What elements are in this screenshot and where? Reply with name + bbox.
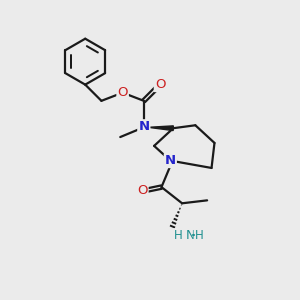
Text: H: H (174, 229, 183, 242)
Text: H: H (194, 229, 203, 242)
Text: N: N (138, 120, 149, 133)
Text: N: N (165, 154, 176, 167)
Text: O: O (117, 86, 128, 99)
Polygon shape (148, 126, 173, 130)
Text: N: N (186, 229, 195, 242)
Text: O: O (155, 78, 165, 91)
Text: O: O (137, 184, 148, 196)
